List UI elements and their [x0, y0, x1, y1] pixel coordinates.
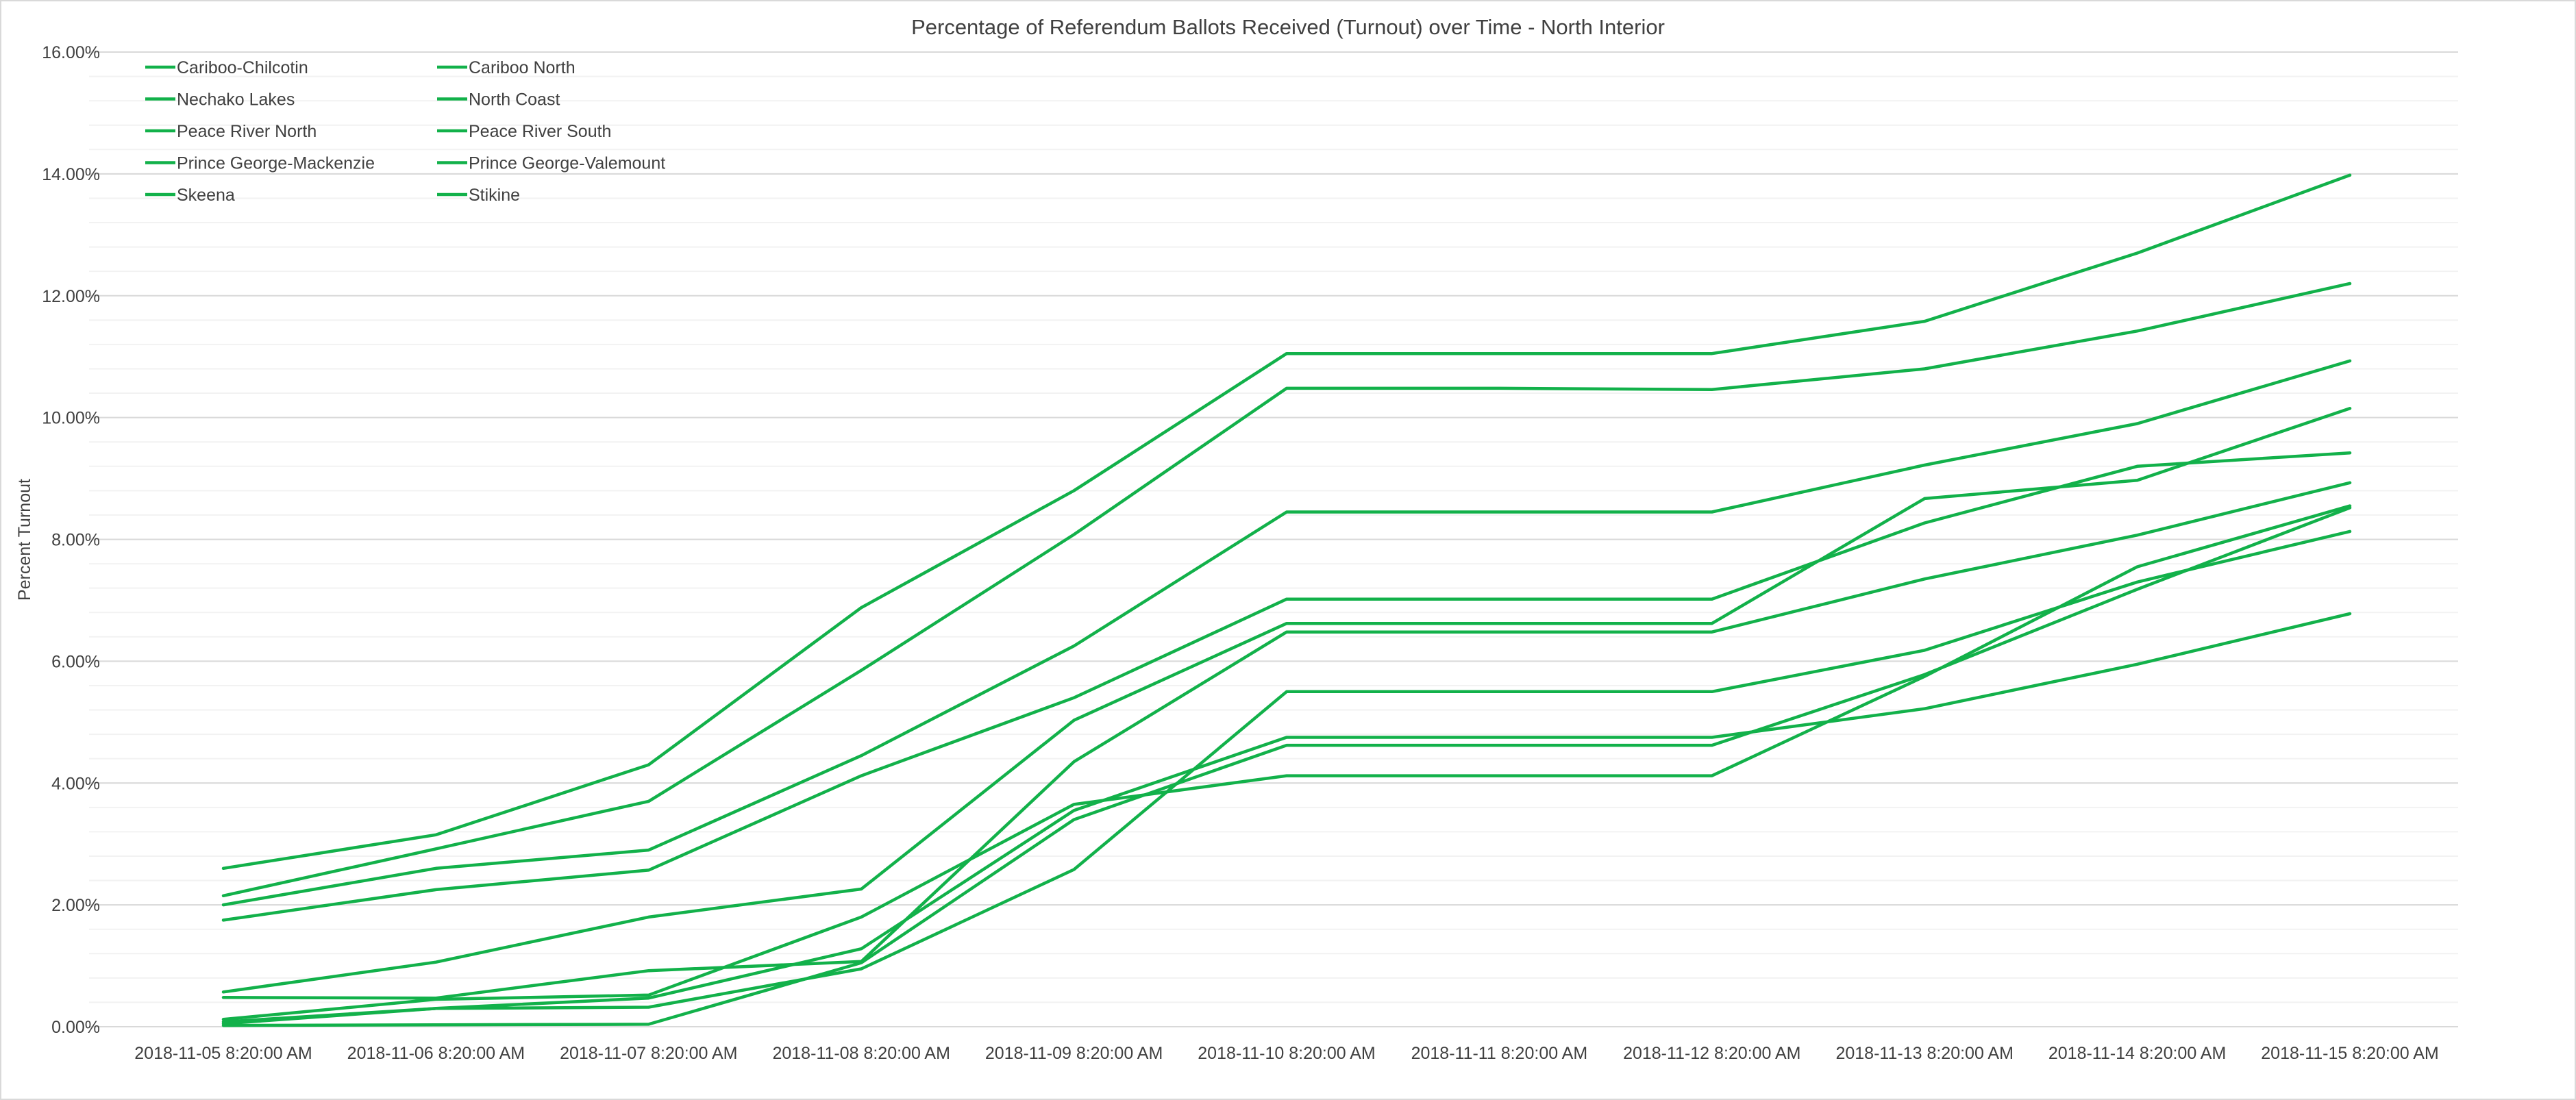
series-line-north-coast [221, 451, 2352, 922]
y-tick-label: 14.00% [42, 165, 100, 184]
series-line-prince-george-valemount [221, 612, 2352, 1024]
legend-label: Prince George-Valemount [469, 154, 665, 173]
series-line-peace-river-north [221, 407, 2352, 994]
y-tick-label: 6.00% [51, 652, 100, 671]
y-tick-label: 10.00% [42, 409, 100, 428]
series-line-cariboo-north [221, 282, 2352, 898]
legend-label: Nechako Lakes [177, 90, 295, 110]
y-axis-title: Percent Turnout [15, 479, 34, 601]
x-tick-label: 2018-11-13 8:20:00 AM [1835, 1044, 2013, 1063]
chart-title: Percentage of Referendum Ballots Receive… [911, 15, 1665, 39]
x-tick-label: 2018-11-10 8:20:00 AM [1198, 1044, 1375, 1063]
legend-label: Stikine [469, 186, 520, 205]
legend-label: North Coast [469, 90, 560, 110]
x-tick-label: 2018-11-11 8:20:00 AM [1411, 1044, 1588, 1063]
legend: Cariboo-Chilcotin Cariboo North Nechako La… [145, 58, 665, 205]
x-tick-label: 2018-11-09 8:20:00 AM [985, 1044, 1163, 1063]
x-tick-label: 2018-11-08 8:20:00 AM [772, 1044, 950, 1063]
legend-label: Cariboo North [469, 58, 575, 77]
legend-label: Peace River North [177, 122, 317, 141]
y-tick-label: 2.00% [51, 896, 100, 915]
series-line-stikine [221, 506, 2352, 1027]
x-tick-label: 2018-11-15 8:20:00 AM [2261, 1044, 2438, 1063]
y-tick-label: 12.00% [42, 287, 100, 306]
x-tick-label: 2018-11-06 8:20:00 AM [347, 1044, 525, 1063]
series-line-skeena [221, 529, 2352, 1025]
y-tick-label: 0.00% [51, 1018, 100, 1037]
legend-label: Peace River South [469, 122, 611, 141]
series-line-nechako-lakes [221, 359, 2352, 907]
series-line-cariboo-chilcotin [221, 173, 2352, 871]
legend-label: Skeena [177, 186, 235, 205]
series-lines [221, 173, 2352, 1027]
x-tick-label: 2018-11-07 8:20:00 AM [560, 1044, 737, 1063]
series-line-peace-river-south [221, 481, 2352, 1000]
legend-label: Prince George-Mackenzie [177, 154, 375, 173]
x-tick-label: 2018-11-05 8:20:00 AM [134, 1044, 312, 1063]
x-axis-tick-labels: 2018-11-05 8:20:00 AM 2018-11-06 8:20:00 … [134, 1044, 2438, 1063]
major-gridlines [89, 51, 2458, 1027]
legend-label: Cariboo-Chilcotin [177, 58, 308, 77]
y-tick-label: 16.00% [42, 43, 100, 62]
y-tick-label: 8.00% [51, 531, 100, 550]
x-tick-label: 2018-11-14 8:20:00 AM [2048, 1044, 2226, 1063]
x-tick-label: 2018-11-12 8:20:00 AM [1623, 1044, 1800, 1063]
y-tick-label: 4.00% [51, 774, 100, 793]
series-line-prince-george-mackenzie [221, 504, 2352, 1021]
y-axis-tick-labels: 0.00% 2.00% 4.00% 6.00% 8.00% 10.00% 12.00% 14.… [42, 43, 100, 1037]
